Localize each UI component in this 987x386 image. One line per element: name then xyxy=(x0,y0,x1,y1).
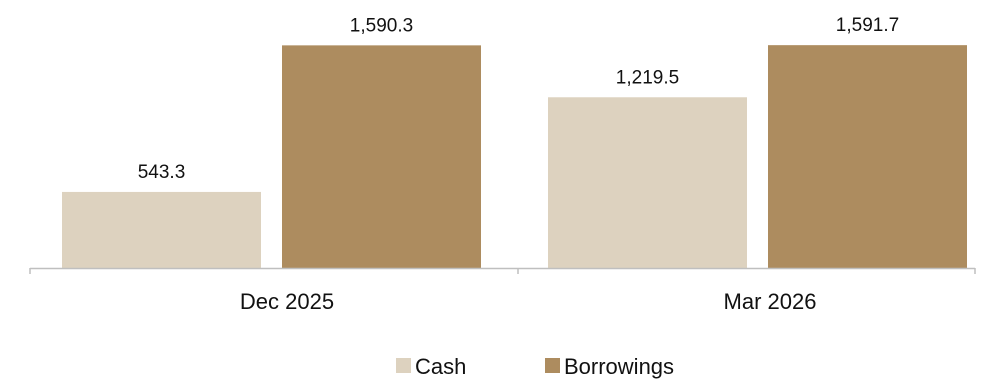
x-axis-ticks xyxy=(29,268,976,274)
bar-borrowings-dec-2025 xyxy=(282,45,481,268)
data-label-cash-dec-2025: 543.3 xyxy=(138,162,186,183)
data-label-borrowings-mar-2026: 1,591.7 xyxy=(836,15,899,36)
legend: Cash Borrowings xyxy=(396,354,674,379)
category-labels: Dec 2025 Mar 2026 xyxy=(240,289,817,314)
legend-swatch-borrowings xyxy=(545,358,560,373)
legend-swatch-cash xyxy=(396,358,411,373)
data-labels-layer: 543.3 1,590.3 1,219.5 1,591.7 xyxy=(138,15,899,183)
category-label-mar-2026: Mar 2026 xyxy=(724,289,817,314)
category-label-dec-2025: Dec 2025 xyxy=(240,289,334,314)
data-label-borrowings-dec-2025: 1,590.3 xyxy=(350,15,413,36)
legend-label-borrowings: Borrowings xyxy=(564,354,674,379)
bar-cash-dec-2025 xyxy=(62,191,261,268)
bars-layer xyxy=(62,45,967,269)
data-label-cash-mar-2026: 1,219.5 xyxy=(616,67,679,88)
bar-cash-mar-2026 xyxy=(548,97,747,269)
bar-borrowings-mar-2026 xyxy=(768,45,967,268)
legend-label-cash: Cash xyxy=(415,354,466,379)
